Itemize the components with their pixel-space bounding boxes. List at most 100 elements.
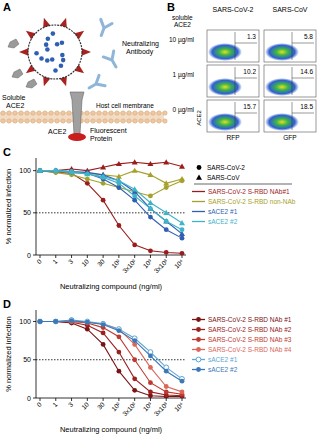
data-point: [53, 319, 58, 324]
lipid: [103, 111, 107, 115]
lipid: [55, 119, 59, 123]
genome: [60, 41, 65, 46]
data-point: [180, 236, 185, 241]
gate: [292, 78, 314, 79]
gate: [235, 43, 257, 44]
flow-plot: [264, 65, 316, 97]
data-point: [164, 250, 169, 255]
series-line: [40, 321, 182, 381]
genome: [53, 68, 58, 73]
data-point: [85, 171, 90, 176]
diagram-text: ACE2: [6, 102, 24, 109]
axis-label: GFP: [283, 134, 296, 141]
legend-line: [192, 191, 205, 192]
panel-label: D: [3, 298, 11, 310]
y-tick-label: 100: [19, 318, 31, 325]
diagram-text: Host cell membrane: [96, 102, 154, 109]
gate: [235, 102, 236, 130]
lipid: [121, 111, 125, 115]
x-tick: [40, 398, 41, 401]
x-tick: [103, 255, 104, 258]
y-tick: [33, 359, 36, 360]
gate: [292, 67, 293, 95]
genome: [39, 56, 44, 61]
lipid: [139, 111, 143, 115]
gate-percent: 14.6: [300, 68, 313, 75]
series-line: [40, 171, 182, 184]
data-point: [84, 171, 90, 176]
lipid: [85, 111, 89, 115]
y-tick: [33, 398, 36, 399]
lipid: [61, 119, 65, 123]
lipid: [157, 111, 161, 115]
genome: [45, 47, 50, 52]
x-tick-label: 10³: [142, 400, 154, 412]
x-tick: [134, 255, 135, 258]
data-point: [116, 161, 122, 166]
data-point: [116, 369, 121, 374]
data-point: [163, 159, 169, 164]
data-point: [148, 389, 153, 394]
data-point: [69, 319, 74, 324]
plot-area: [36, 159, 186, 255]
cell-population: [265, 78, 299, 96]
lipid: [163, 111, 167, 115]
x-tick: [166, 255, 167, 258]
data-point: [53, 319, 58, 324]
lipid: [85, 119, 89, 123]
diagram-text: Antibody: [126, 48, 154, 56]
genome: [59, 63, 64, 68]
data-point: [163, 210, 169, 215]
data-point: [132, 194, 137, 199]
data-point: [147, 200, 153, 205]
legend-text: SARS-CoV-2: [207, 164, 245, 171]
legend-text: sACE2 #2: [208, 218, 238, 225]
axis-label: RFP: [227, 134, 240, 141]
lipid: [43, 111, 47, 115]
y-tick-label: 100: [19, 167, 31, 174]
data-point: [164, 219, 169, 224]
series-line: [40, 171, 182, 223]
data-point: [148, 354, 153, 359]
x-tick-label: 10³: [142, 257, 154, 269]
antibody-shape: [86, 75, 105, 93]
lipid: [19, 111, 23, 115]
data-point: [69, 319, 74, 324]
data-point: [180, 251, 185, 255]
x-tick-label: 3x10²: [121, 400, 138, 417]
legend-text: SARS-CoV-2 S-RBD NAb #3: [208, 336, 292, 343]
data-point: [38, 319, 43, 324]
lipid: [151, 119, 155, 123]
gate: [235, 78, 257, 79]
x-tick: [118, 398, 119, 401]
diagram-text: ACE2: [48, 128, 66, 135]
x-tick-label: 3: [67, 400, 75, 408]
cell-population: [265, 43, 299, 61]
lipid: [157, 119, 161, 123]
series-line: [40, 171, 182, 230]
data-point: [37, 168, 43, 173]
lipid: [67, 119, 71, 123]
legend-text: SARS-CoV-2 S-RBD NAb #2: [208, 326, 292, 333]
data-point: [38, 168, 43, 173]
data-point: [180, 389, 185, 394]
data-point: [116, 185, 121, 190]
data-point: [85, 181, 90, 186]
lipid: [91, 119, 95, 123]
y-axis: [36, 310, 37, 398]
lipid: [127, 111, 131, 115]
data-point: [101, 181, 106, 186]
data-point: [116, 328, 121, 333]
genome: [55, 42, 60, 47]
data-point: [164, 389, 169, 394]
lipid: [115, 111, 119, 115]
series-line: [40, 171, 182, 254]
genome: [34, 51, 39, 56]
virion: [28, 25, 82, 79]
lipid: [31, 111, 35, 115]
legend-text: SARS-CoV: [207, 174, 240, 181]
cell-population: [208, 43, 242, 61]
data-point: [148, 248, 153, 253]
data-point: [132, 376, 137, 381]
data-point: [38, 319, 43, 324]
